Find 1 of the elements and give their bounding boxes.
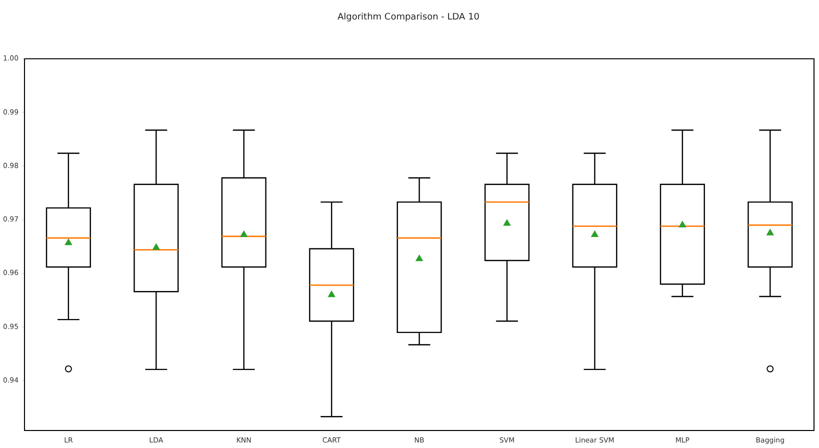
chart-title: Algorithm Comparison - LDA 10 (337, 12, 480, 23)
